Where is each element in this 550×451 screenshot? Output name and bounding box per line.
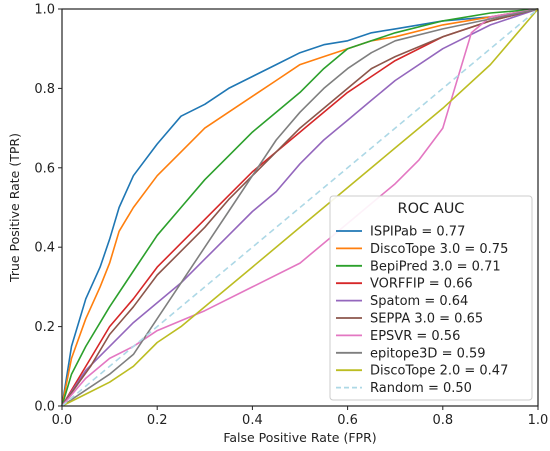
legend-label: DiscoTope 3.0 = 0.75 [370,242,508,257]
legend: ROC AUC ISPIPab = 0.77 DiscoTope 3.0 = 0.… [329,195,533,401]
legend-label: VORFFIP = 0.66 [370,277,473,292]
series-layer [61,8,539,407]
y-tick-label: 0.0 [34,400,55,415]
legend-items: ISPIPab = 0.77 DiscoTope 3.0 = 0.75 BepiPr… [336,225,508,396]
series-line-4 [61,8,539,407]
legend-label: SEPPA 3.0 = 0.65 [370,312,483,327]
legend-label: ISPIPab = 0.77 [370,225,465,240]
x-tick-label: 1.0 [528,413,549,428]
x-tick-label: 0.8 [432,413,453,428]
x-tick-label: 0.2 [147,413,168,428]
x-axis-label: False Positive Rate (FPR) [223,430,376,445]
x-tick-label: 0.0 [52,413,73,428]
series-line-0 [61,8,539,407]
series-line-1 [61,8,539,407]
legend-label: BepiPred 3.0 = 0.71 [370,259,501,274]
series-line-9 [61,8,539,407]
y-tick-label: 0.8 [34,82,55,97]
y-tick-label: 0.4 [34,241,55,256]
legend-label: Spatom = 0.64 [370,294,468,309]
y-axis-label: True Positive Rate (TPR) [7,133,22,283]
y-tick-label: 0.2 [34,320,55,335]
legend-label: Random = 0.50 [370,381,472,396]
series-line-7 [61,8,539,407]
x-tick-label: 0.6 [337,413,358,428]
legend-title: ROC AUC [398,201,465,217]
legend-box [329,195,533,401]
legend-label: EPSVR = 0.56 [370,329,460,344]
x-tick-label: 0.4 [242,413,263,428]
series-line-3 [61,8,539,407]
legend-label: DiscoTope 2.0 = 0.47 [370,364,508,379]
series-line-2 [61,8,539,407]
series-line-8 [61,8,539,407]
y-tick-label: 0.6 [34,161,55,176]
ticks-layer: 0.0 0.2 0.4 0.6 0.8 1.0 0.0 0.2 0.4 0.6 0.8 1.0 [34,3,548,429]
plot-frame [61,8,539,407]
legend-label: epitope3D = 0.59 [370,346,486,361]
y-tick-label: 1.0 [34,3,55,18]
